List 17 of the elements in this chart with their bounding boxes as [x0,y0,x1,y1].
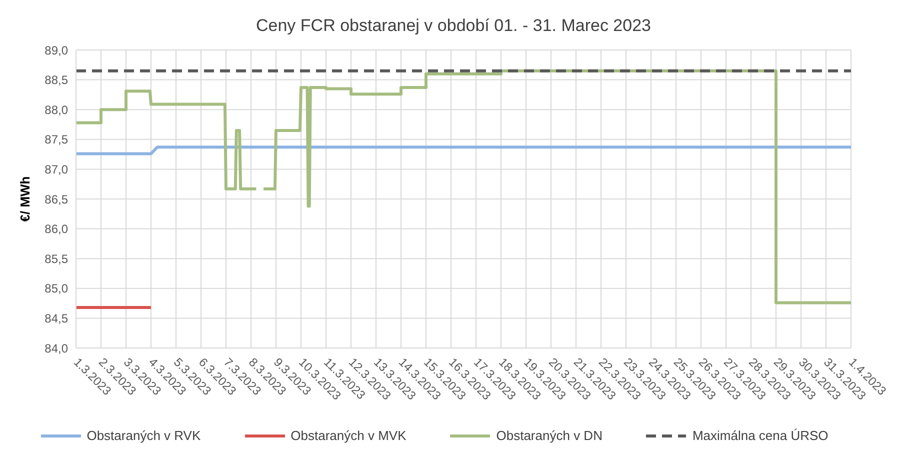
y-tick-label: 86,0 [44,222,68,236]
y-tick-label: 84,0 [44,341,68,356]
legend-label: Obstaraných v MVK [290,428,406,443]
y-tick-label: 87,5 [44,132,68,147]
y-tick-label: 85,5 [44,252,68,266]
y-tick-label: 87,0 [44,162,68,176]
y-axis-title: €/ MWh [18,176,33,222]
y-tick-label: 84,5 [44,311,68,326]
y-tick-label: 86,5 [44,192,68,206]
y-tick-label: 88,5 [44,73,68,88]
y-tick-label: 89,0 [44,43,68,58]
legend-label: Maximálna cena ÚRSO [692,428,828,443]
legend-label: Obstaraných v RVK [86,428,201,443]
legend-label: Obstaraných v DN [496,428,602,443]
y-tick-label: 85,0 [44,282,68,296]
chart-title: Ceny FCR obstaranej v období 01. - 31. Marec 2023 [255,15,652,37]
y-tick-label: 88,0 [44,102,68,117]
